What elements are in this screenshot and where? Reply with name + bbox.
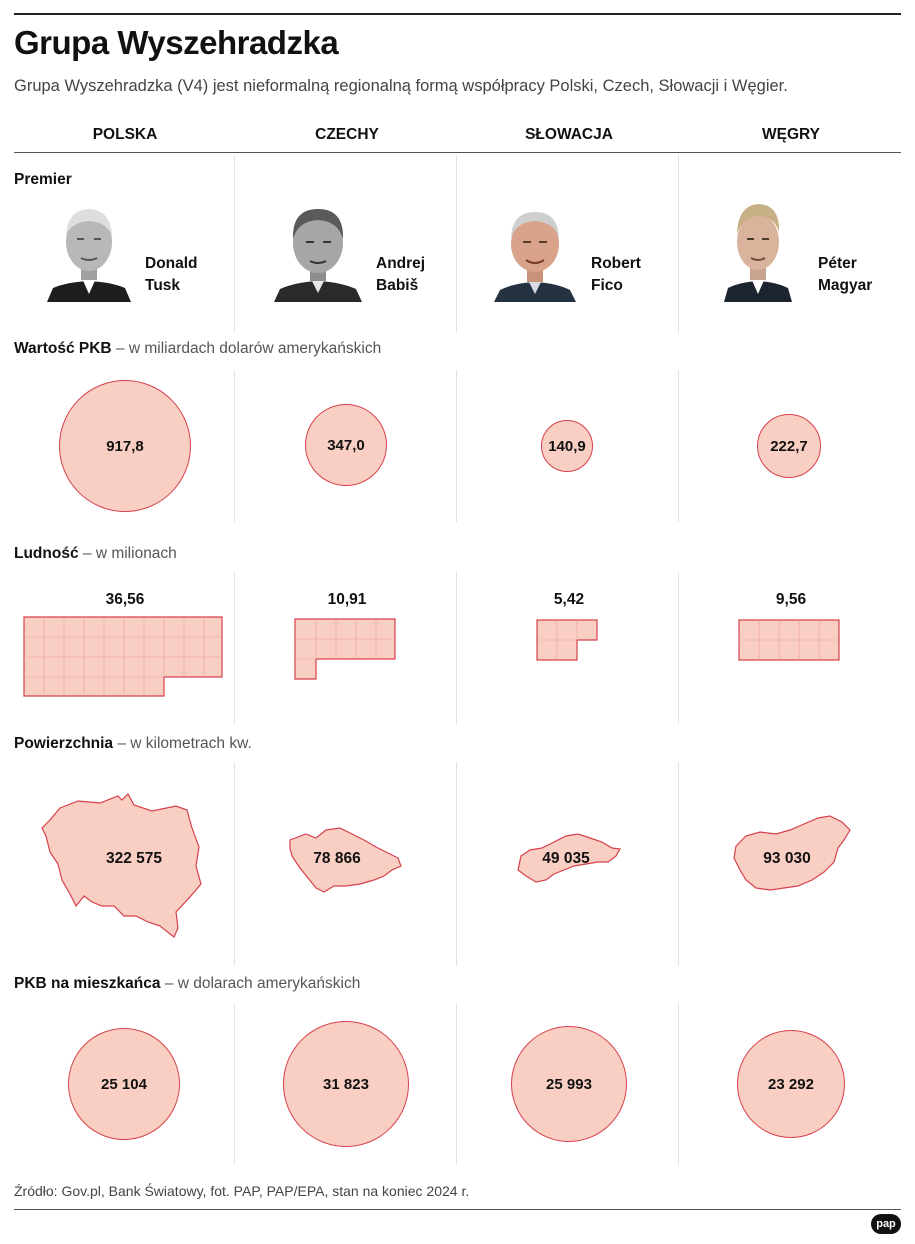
premier-name-polska: Donald Tusk [145, 255, 198, 294]
column-divider [234, 370, 235, 522]
ludnosc-value-slowacja: 5,42 [553, 591, 585, 608]
column-divider [456, 155, 457, 333]
column-divider [456, 1003, 457, 1165]
column-divider [678, 155, 679, 333]
premier-name-czechy: Andrej Babiš [376, 255, 426, 294]
ludnosc-value-wegry: 9,56 [775, 591, 807, 608]
pkb-per-capita-circle-polska: 25 104 [68, 1028, 180, 1140]
column-divider [456, 762, 457, 966]
section-title-pkb: Wartość PKB – w miliardach dolarów amery… [14, 340, 382, 357]
portrait-photo [724, 204, 792, 302]
area-value-slowacja: 49 035 [542, 850, 590, 867]
area-value-wegry: 93 030 [763, 850, 811, 867]
column-divider [456, 370, 457, 522]
pkb-per-capita-circle-slowacja: 25 993 [511, 1026, 627, 1142]
header-rule [14, 152, 901, 153]
area-value-czechy: 78 866 [313, 850, 361, 867]
column-divider [234, 572, 235, 724]
pkb-circle-polska: 917,8 [59, 380, 191, 512]
column-divider [234, 155, 235, 333]
pap-logo: pap [871, 1214, 901, 1234]
bottom-rule [14, 1209, 901, 1210]
source-note: Źródło: Gov.pl, Bank Światowy, fot. PAP,… [14, 1183, 470, 1199]
ludnosc-value-czechy: 10,91 [327, 591, 367, 608]
column-header-czechy: CZECHY [315, 126, 379, 143]
column-header-slowacja: SŁOWACJA [525, 126, 613, 143]
column-divider [678, 370, 679, 522]
column-divider [234, 1003, 235, 1165]
premier-name-wegry: Péter Magyar [818, 255, 873, 294]
column-divider [234, 762, 235, 966]
portrait-photo [47, 209, 131, 302]
portrait-photo [274, 209, 362, 302]
top-rule [14, 13, 901, 15]
area-value-polska: 322 575 [105, 850, 163, 867]
pkb-circle-slowacja: 140,9 [541, 420, 593, 472]
pkb-circle-wegry: 222,7 [757, 414, 821, 478]
column-divider [678, 762, 679, 966]
section-title-ludnosc: Ludność – w milionach [14, 545, 177, 562]
premier-name-slowacja: Robert Fico [591, 255, 641, 294]
section-title-premier: Premier [14, 171, 72, 188]
column-divider [456, 572, 457, 724]
section-title-pkb-per-capita: PKB na mieszkańca – w dolarach amerykańs… [14, 975, 361, 992]
column-divider [678, 1003, 679, 1165]
page-subtitle: Grupa Wyszehradzka (V4) jest nieformalną… [14, 77, 788, 95]
column-header-polska: POLSKA [92, 126, 158, 143]
page-title: Grupa Wyszehradzka [14, 24, 339, 61]
pkb-per-capita-circle-czechy: 31 823 [283, 1021, 409, 1147]
portrait-photo [494, 212, 576, 302]
column-divider [678, 572, 679, 724]
ludnosc-value-polska: 36,56 [105, 591, 145, 608]
pkb-circle-czechy: 347,0 [305, 404, 387, 486]
pkb-per-capita-circle-wegry: 23 292 [737, 1030, 845, 1138]
section-title-powierzchnia: Powierzchnia – w kilometrach kw. [14, 735, 252, 752]
column-header-wegry: WĘGRY [762, 126, 820, 143]
